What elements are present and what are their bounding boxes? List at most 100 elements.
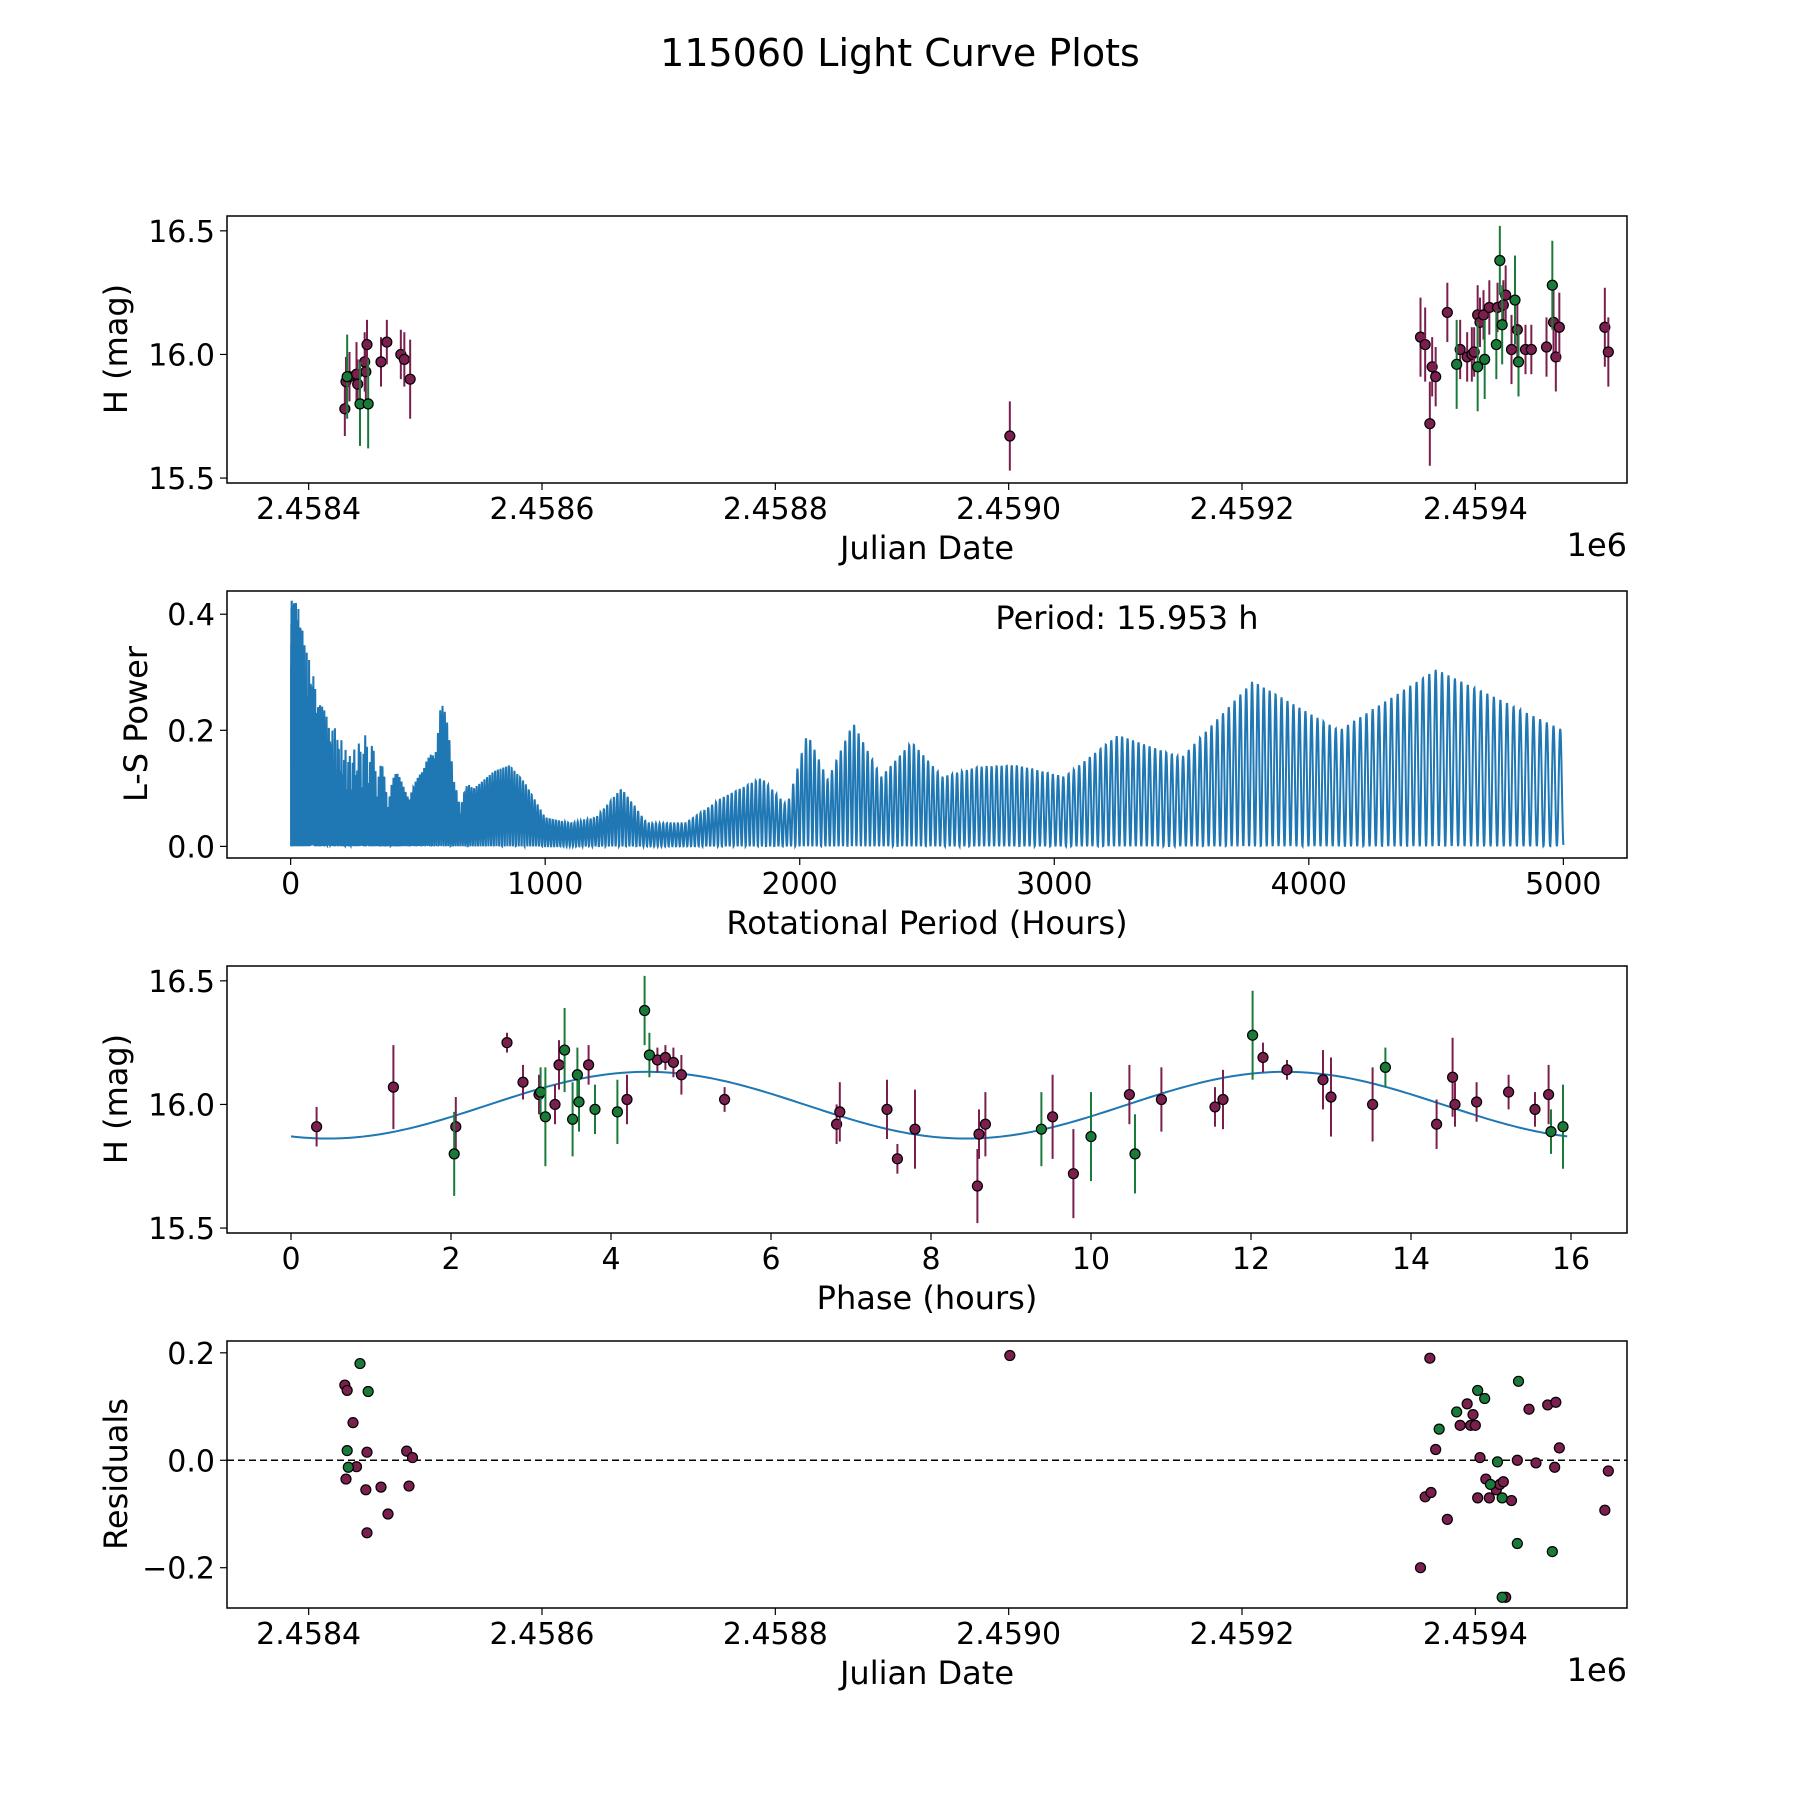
phased-point [1529, 1103, 1541, 1115]
phased-point [517, 1076, 529, 1088]
phased-point [718, 1093, 731, 1106]
phased-point [659, 1051, 672, 1064]
lightcurve-offset-label: 1e6 [1567, 526, 1627, 564]
residuals-point [1491, 1456, 1504, 1468]
phased-ticks: 0 2 4 6 8 10 12 14 16 15.5 16.0 16.5 [148, 965, 1590, 1277]
residuals-xtick-label: 2.4586 [490, 1617, 595, 1652]
phased-point [1046, 1111, 1059, 1123]
phased-xlabel: Phase (hours) [817, 1279, 1038, 1317]
lightcurve-xtick-label: 2.4586 [490, 492, 595, 527]
lightcurve-xtick-label: 2.4594 [1423, 492, 1528, 527]
lightcurve-point [341, 371, 353, 383]
periodogram-xtick-label: 3000 [1016, 867, 1092, 902]
panel-lightcurve: 2.4584 2.4586 2.4588 2.4590 2.4592 2.4594 15.5… [97, 215, 1628, 567]
phased-point [539, 1111, 552, 1123]
lightcurve-point [1512, 356, 1525, 368]
residuals-point [1549, 1461, 1561, 1473]
lightcurve-xtick-label: 2.4592 [1190, 492, 1295, 527]
lightcurve-point [1430, 371, 1442, 383]
periodogram-xlabel: Rotational Period (Hours) [726, 904, 1127, 942]
lightcurve-point [1441, 306, 1453, 319]
phased-point [1557, 1121, 1569, 1133]
phased-axes-frame [226, 965, 1628, 1234]
phased-ytick-label: 16.0 [148, 1088, 215, 1123]
residuals-point [1599, 1504, 1611, 1516]
phased-xtick-label: 12 [1232, 1242, 1270, 1277]
phased-point [1217, 1093, 1229, 1106]
residuals-point [1424, 1352, 1436, 1364]
phased-point [979, 1118, 992, 1130]
phased-xtick-label: 8 [921, 1242, 940, 1277]
periodogram-marks [290, 600, 1565, 851]
periodogram-ticks: 0 1000 2000 3000 4000 5000 0.0 0.2 0.4 [167, 598, 1601, 902]
residuals-point [362, 1385, 374, 1398]
phased-point [1123, 1088, 1136, 1101]
lightcurve-point [398, 353, 410, 365]
lightcurve-point [1546, 279, 1558, 291]
phased-point [1317, 1074, 1329, 1086]
lightcurve-ylabel: H (mag) [97, 284, 135, 414]
phased-point [582, 1059, 595, 1071]
lightcurve-point [339, 403, 351, 415]
periodogram-xtick-label: 4000 [1271, 867, 1347, 902]
lightcurve-ytick-label: 15.5 [148, 462, 215, 497]
residuals-point [1511, 1454, 1523, 1466]
residuals-point [1505, 1494, 1518, 1507]
phased-point [450, 1121, 462, 1133]
residuals-point [340, 1473, 352, 1485]
residuals-point [1454, 1419, 1466, 1431]
residuals-xtick-label: 2.4594 [1423, 1617, 1528, 1652]
phased-point [1470, 1096, 1483, 1108]
periodogram-xtick-label: 5000 [1525, 867, 1601, 902]
residuals-point [1433, 1423, 1445, 1435]
phased-point [1366, 1098, 1379, 1111]
periodogram-ytick-label: 0.4 [167, 598, 215, 633]
phased-point [834, 1106, 846, 1118]
phased-point [1281, 1064, 1293, 1076]
panel-periodogram: 0 1000 2000 3000 4000 5000 0.0 0.2 0.4 Period: 1… [117, 590, 1628, 942]
residuals-point [1474, 1451, 1486, 1464]
residuals-point [341, 1384, 353, 1397]
phased-xtick-label: 2 [441, 1242, 460, 1277]
phased-point [1209, 1101, 1221, 1113]
periodogram-ytick-label: 0.0 [167, 830, 215, 865]
lightcurve-point [1509, 294, 1521, 306]
phased-point [387, 1081, 399, 1093]
lightcurve-point [1451, 358, 1463, 370]
residuals-point [1496, 1591, 1508, 1603]
phased-point [667, 1056, 680, 1069]
lightcurve-point [1525, 343, 1537, 356]
residuals-ytick-label: −0.2 [142, 1552, 215, 1587]
lightcurve-xtick-label: 2.4590 [956, 492, 1061, 527]
residuals-xtick-label: 2.4590 [956, 1617, 1061, 1652]
residuals-point [1550, 1396, 1562, 1408]
periodogram-xtick-label: 0 [281, 867, 300, 902]
residuals-point [1472, 1492, 1484, 1504]
residuals-point [361, 1446, 373, 1458]
lightcurve-axes-frame [226, 215, 1628, 484]
phased-point [973, 1128, 985, 1140]
residuals-xlabel: Julian Date [838, 1654, 1014, 1692]
residuals-xtick-label: 2.4592 [1190, 1617, 1295, 1652]
lightcurve-point [1505, 343, 1518, 356]
phased-point [558, 1044, 571, 1056]
phased-point [1502, 1086, 1515, 1098]
figure-title: 115060 Light Curve Plots [660, 31, 1140, 75]
residuals-marks [227, 1349, 1627, 1603]
lightcurve-point [1479, 353, 1491, 365]
phased-model-curve [290, 1070, 1568, 1140]
phased-point [311, 1121, 323, 1133]
phased-marks [290, 975, 1569, 1224]
lightcurve-point [1494, 254, 1506, 267]
residuals-point [1483, 1492, 1495, 1504]
lightcurve-point [1511, 324, 1523, 336]
phased-point [573, 1096, 585, 1108]
residuals-point [1530, 1457, 1542, 1469]
lightcurve-point [375, 356, 387, 368]
phased-xtick-label: 14 [1392, 1242, 1430, 1277]
residuals-point [1469, 1419, 1481, 1431]
residuals-point [1479, 1392, 1491, 1405]
phased-point [534, 1086, 547, 1098]
residuals-point [1430, 1443, 1442, 1456]
lightcurve-ytick-label: 16.0 [148, 338, 215, 373]
